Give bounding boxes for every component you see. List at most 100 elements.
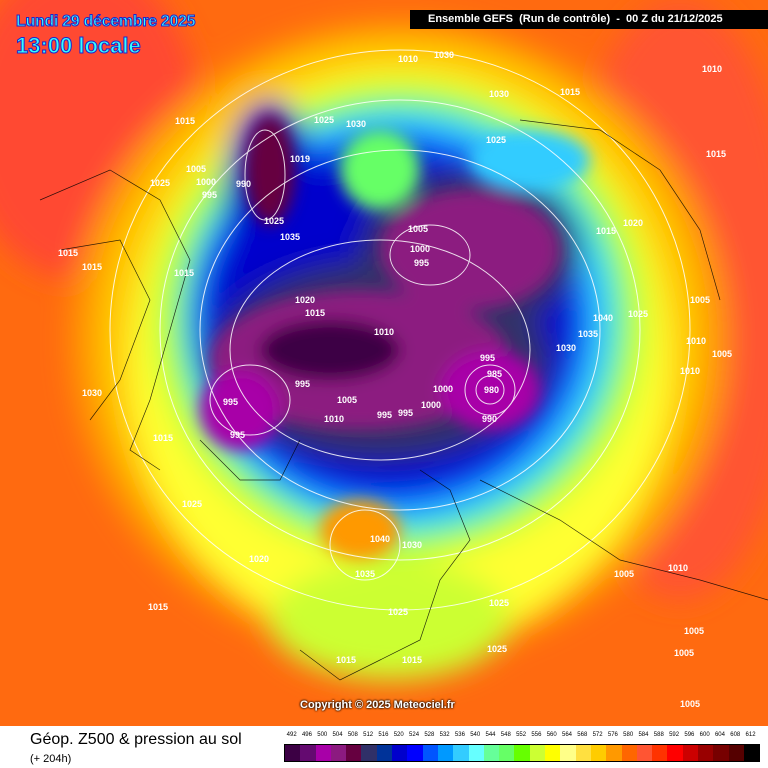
legend-swatch — [346, 745, 362, 761]
legend-swatch — [590, 745, 607, 761]
legend-swatch — [392, 745, 408, 761]
legend-tick: 604 — [714, 732, 725, 738]
pressure-label: 1030 — [556, 343, 576, 353]
legend-swatch — [698, 745, 714, 761]
legend-tick: 584 — [638, 732, 649, 738]
pressure-label: 1019 — [290, 154, 310, 164]
pressure-label: 1035 — [578, 329, 598, 339]
pressure-label: 1020 — [623, 218, 643, 228]
footer: Géop. Z500 & pression au sol (+ 204h) 49… — [0, 726, 768, 768]
legend-swatch — [422, 745, 438, 761]
pressure-label: 1025 — [487, 644, 507, 654]
pressure-label: 1010 — [398, 54, 418, 64]
pressure-label: 1025 — [489, 598, 509, 608]
legend-swatch — [713, 745, 729, 761]
pressure-label: 1010 — [702, 64, 722, 74]
forecast-lead-time: (+ 204h) — [30, 753, 72, 765]
pressure-label: 985 — [487, 369, 502, 379]
legend-tick: 612 — [745, 732, 756, 738]
legend-tick: 592 — [669, 732, 680, 738]
pressure-label: 1015 — [174, 268, 194, 278]
legend-swatch — [636, 745, 653, 761]
color-legend: 492 496 500 504 508 512 516 520 524 528 532 536 540 5… — [284, 732, 761, 762]
legend-tick: 560 — [546, 732, 557, 738]
legend-tick: 500 — [317, 732, 328, 738]
legend-swatch — [652, 745, 668, 761]
pressure-label: 1035 — [280, 232, 300, 242]
legend-swatch — [468, 745, 484, 761]
pressure-label: 1030 — [489, 89, 509, 99]
isobars — [109, 49, 691, 611]
pressure-label: 1030 — [346, 119, 366, 129]
pressure-label: 1040 — [370, 534, 390, 544]
legend-swatch — [621, 745, 637, 761]
legend-swatch — [682, 745, 699, 761]
pressure-label: 1000 — [421, 400, 441, 410]
legend-swatch — [483, 745, 500, 761]
pressure-label: 1025 — [628, 309, 648, 319]
legend-tick: 552 — [516, 732, 527, 738]
legend-swatch — [743, 745, 760, 761]
legend-tick: 572 — [592, 732, 603, 738]
pressure-label: 1015 — [82, 262, 102, 272]
pressure-label: 1030 — [434, 50, 454, 60]
pressure-label: 1020 — [295, 295, 315, 305]
model-run-banner: Ensemble GEFS (Run de contrôle) - 00 Z d… — [410, 10, 768, 29]
pressure-label: 1025 — [486, 135, 506, 145]
pressure-label: 1015 — [305, 308, 325, 318]
pressure-label: 1010 — [374, 327, 394, 337]
pressure-label: 995 — [480, 353, 495, 363]
legend-tick: 556 — [531, 732, 542, 738]
legend-swatch — [407, 745, 423, 761]
pressure-label: 1015 — [706, 149, 726, 159]
pressure-label: 1000 — [196, 177, 216, 187]
legend-swatch — [499, 745, 515, 761]
legend-swatch — [575, 745, 591, 761]
legend-tick: 492 — [286, 732, 297, 738]
legend-swatch — [300, 745, 316, 761]
pressure-label: 1005 — [680, 699, 700, 709]
pressure-label: 1040 — [593, 313, 613, 323]
legend-tick: 496 — [301, 732, 312, 738]
pressure-label: 1005 — [674, 648, 694, 658]
pressure-label: 1025 — [388, 607, 408, 617]
pressure-label: 995 — [223, 397, 238, 407]
legend-tick: 564 — [561, 732, 572, 738]
pressure-label: 1010 — [324, 414, 344, 424]
pressure-label: 1010 — [680, 366, 700, 376]
legend-swatch — [529, 745, 546, 761]
coastlines — [39, 119, 768, 681]
pressure-label: 995 — [295, 379, 310, 389]
legend-tick: 520 — [393, 732, 404, 738]
legend-swatch — [330, 745, 347, 761]
legend-tick: 532 — [439, 732, 450, 738]
pressure-label: 1015 — [402, 655, 422, 665]
pressure-label: 1000 — [410, 244, 430, 254]
pressure-label: 1005 — [614, 569, 634, 579]
legend-swatch — [376, 745, 393, 761]
pressure-label: 1030 — [402, 540, 422, 550]
pressure-label: 1015 — [153, 433, 173, 443]
pressure-label: 1005 — [712, 349, 732, 359]
legend-tick: 588 — [653, 732, 664, 738]
weather-map: 1010 1030 1015 1010 1015 1025 1030 1025 1005 1000… — [0, 0, 768, 726]
pressure-label: 1015 — [175, 116, 195, 126]
pressure-label: 1025 — [182, 499, 202, 509]
pressure-label: 1000 — [433, 384, 453, 394]
legend-swatch — [728, 745, 744, 761]
pressure-label: 1025 — [264, 216, 284, 226]
legend-tick: 580 — [623, 732, 634, 738]
pressure-label: 1015 — [148, 602, 168, 612]
pressure-label: 1005 — [337, 395, 357, 405]
pressure-label: 1005 — [186, 164, 206, 174]
map-title: Géop. Z500 & pression au sol — [30, 731, 242, 748]
legend-swatch — [514, 745, 530, 761]
pressure-label: 995 — [202, 190, 217, 200]
legend-swatch — [560, 745, 576, 761]
legend-swatch — [361, 745, 377, 761]
legend-tick: 544 — [485, 732, 496, 738]
pressure-label: 1010 — [686, 336, 706, 346]
pressure-label: 1015 — [58, 248, 78, 258]
legend-swatch — [285, 745, 301, 761]
legend-tick: 524 — [409, 732, 420, 738]
